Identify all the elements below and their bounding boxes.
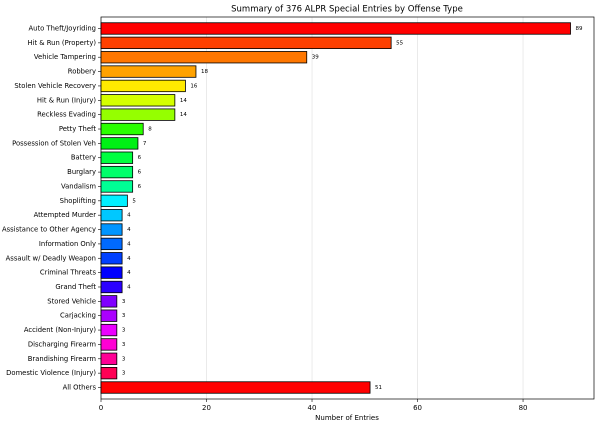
y-tick-label: Vandalism [61, 182, 96, 190]
value-label: 6 [138, 184, 142, 190]
y-tick-label: Petty Theft [59, 125, 96, 133]
y-tick-label: Shoplifting [60, 197, 96, 205]
y-tick-label: Accident (Non-Injury) [24, 326, 97, 334]
y-tick-label: Auto Theft/Joyriding [28, 24, 96, 32]
value-label: 4 [127, 227, 131, 233]
value-label: 14 [180, 98, 187, 104]
bar [100, 137, 139, 150]
bar [100, 194, 128, 207]
bar [100, 36, 392, 49]
value-label: 89 [576, 26, 583, 32]
bar [100, 65, 197, 78]
value-label: 4 [127, 284, 131, 290]
bar [100, 165, 134, 179]
bar [100, 280, 123, 294]
x-tick-label: 20 [202, 404, 211, 412]
bar [100, 252, 123, 265]
bar [100, 22, 571, 35]
value-label: 55 [396, 40, 403, 46]
y-tick-label: Hit & Run (Property) [27, 39, 96, 47]
value-label: 51 [375, 385, 382, 391]
y-tick-label: Burglary [67, 168, 96, 176]
bar [100, 79, 186, 93]
value-label: 8 [148, 127, 152, 133]
bar [100, 309, 118, 322]
bar [100, 367, 118, 380]
y-tick-label: Grand Theft [55, 283, 96, 291]
value-label: 39 [312, 55, 319, 61]
bar [100, 323, 118, 337]
value-label: 6 [138, 170, 142, 176]
x-tick-label: 40 [308, 404, 317, 412]
value-label: 4 [127, 213, 131, 219]
y-tick-label: Criminal Threats [40, 269, 97, 277]
bar [100, 94, 176, 107]
bar [100, 338, 118, 351]
y-tick-label: Reckless Evading [37, 111, 96, 119]
y-tick-label: Battery [71, 154, 96, 162]
y-tick-label: Stolen Vehicle Recovery [14, 82, 96, 90]
bar [100, 209, 123, 222]
y-tick-label: Attempted Murder [34, 211, 97, 219]
y-tick-label: Carjacking [60, 312, 96, 320]
value-label: 3 [122, 371, 126, 377]
x-tick-label: 0 [99, 404, 103, 412]
value-label: 14 [180, 112, 187, 118]
value-label: 4 [127, 241, 131, 247]
value-label: 3 [122, 328, 126, 334]
bar [100, 381, 371, 394]
value-label: 5 [132, 198, 136, 204]
y-tick-label: Robbery [68, 68, 96, 76]
bar [100, 180, 134, 193]
value-label: 3 [122, 342, 126, 348]
y-tick-label: Vehicle Tampering [34, 53, 96, 61]
value-label: 7 [143, 141, 147, 147]
y-tick-label: Brandishing Firearm [28, 355, 97, 363]
y-tick-label: Possession of Stolen Veh [12, 139, 96, 147]
bar [100, 151, 134, 164]
bar [100, 108, 176, 121]
value-label: 3 [122, 356, 126, 362]
x-tick-label: 80 [519, 404, 528, 412]
value-label: 4 [127, 270, 131, 276]
bar [100, 223, 123, 236]
y-tick-label: Domestic Violence (Injury) [6, 369, 96, 377]
y-tick-label: Assistance to Other Agency [2, 226, 96, 234]
bar [100, 266, 123, 279]
bar [100, 295, 118, 308]
y-tick-label: Hit & Run (Injury) [37, 96, 96, 104]
value-label: 3 [122, 313, 126, 319]
y-tick-label: Stored Vehicle [47, 297, 96, 305]
value-label: 18 [201, 69, 208, 75]
value-label: 16 [190, 83, 197, 89]
value-label: 6 [138, 155, 142, 161]
chart-title: Summary of 376 ALPR Special Entries by O… [231, 5, 463, 15]
value-label: 4 [127, 256, 131, 262]
bar [100, 51, 308, 64]
bar [100, 352, 118, 365]
plot-frame [100, 16, 595, 400]
bar [100, 122, 144, 136]
x-axis-label: Number of Entries [315, 414, 379, 422]
value-label: 3 [122, 299, 126, 305]
y-tick-label: All Others [63, 384, 97, 392]
y-tick-label: Discharging Firearm [28, 340, 97, 348]
x-tick-label: 60 [413, 404, 422, 412]
y-tick-label: Assault w/ Deadly Weapon [6, 254, 96, 262]
y-tick-label: Information Only [39, 240, 96, 248]
bar [100, 237, 123, 251]
